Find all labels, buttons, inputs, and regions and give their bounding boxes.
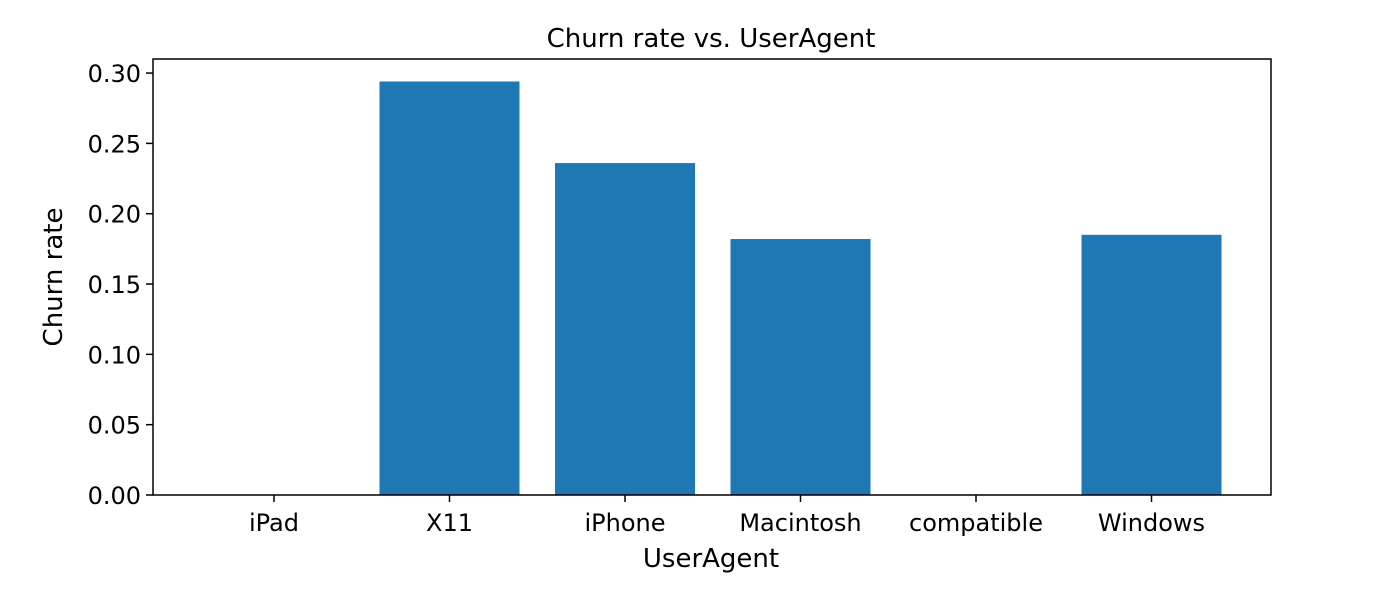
plot-frame [152, 58, 1272, 496]
y-axis: 0.00 0.05 0.10 0.15 0.20 0.25 0.30 [88, 60, 153, 510]
x-tick-label: Macintosh [739, 509, 861, 537]
y-tick-label: 0.15 [88, 271, 141, 299]
x-tick-label: Windows [1098, 509, 1205, 537]
y-axis-label: Churn rate [39, 208, 69, 347]
x-axis-label: UserAgent [643, 544, 779, 574]
bar-macintosh [730, 239, 871, 495]
y-tick-label: 0.30 [88, 60, 141, 88]
bar-windows [1081, 234, 1222, 495]
bar-iphone [555, 163, 695, 495]
y-tick-label: 0.10 [88, 341, 141, 369]
bar-x11 [379, 81, 520, 495]
y-tick-label: 0.05 [88, 412, 141, 440]
y-tick-label: 0.00 [88, 482, 141, 510]
x-axis: iPad X11 iPhone Macintosh compatible Windows [249, 495, 1205, 537]
x-tick-label: compatible [909, 509, 1043, 537]
chart-title: Churn rate vs. UserAgent [547, 24, 876, 54]
bars-group [379, 81, 1222, 495]
x-tick-label: iPhone [584, 509, 665, 537]
x-tick-label: X11 [426, 509, 473, 537]
y-tick-label: 0.20 [88, 201, 141, 229]
y-tick-label: 0.25 [88, 130, 141, 158]
x-tick-label: iPad [249, 509, 299, 537]
